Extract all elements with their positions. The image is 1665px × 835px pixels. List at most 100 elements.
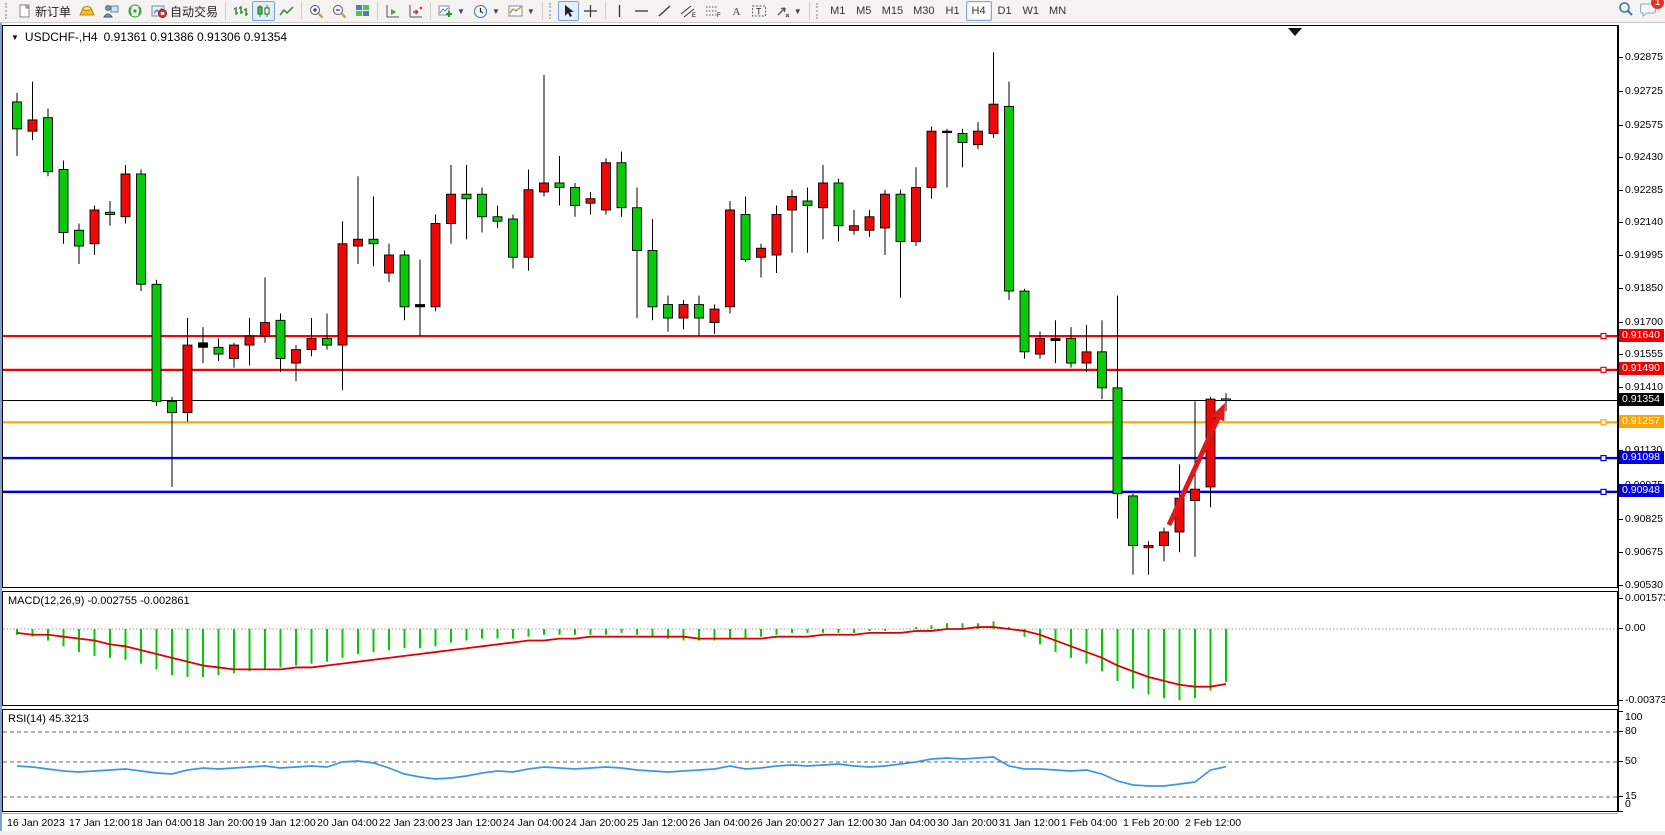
candlestick-chart-icon	[256, 4, 271, 18]
timeframe-d1-button[interactable]: D1	[992, 1, 1018, 21]
trendline-tool-button[interactable]	[653, 1, 676, 21]
axis-tick-label: 0.001573	[1625, 591, 1665, 604]
periods-button[interactable]: ▼	[469, 1, 504, 21]
price-axis[interactable]: 0.92875 0.92725 0.92575 0.92430 0.92285 0.921…	[1618, 23, 1665, 835]
time-axis-label: 25 Jan 12:00	[627, 817, 688, 829]
time-axis-label: 19 Jan 12:00	[255, 817, 316, 829]
rsi-pane[interactable]: RSI(14) 45.3213	[2, 709, 1618, 812]
timeframe-w1-button[interactable]: W1	[1018, 1, 1045, 21]
horizontal-line-tool-button[interactable]	[630, 1, 653, 21]
new-order-button[interactable]: 新订单	[14, 1, 75, 21]
price-level-label: 0.91640	[1619, 328, 1664, 342]
chart-shift-button[interactable]	[404, 1, 427, 21]
time-axis-label: 24 Jan 04:00	[503, 817, 564, 829]
bar-chart-button[interactable]	[229, 1, 252, 21]
price-level-label: 0.91490	[1619, 362, 1664, 376]
indicators-button[interactable]: ▼	[434, 1, 469, 21]
axis-tick-label: 50	[1625, 755, 1637, 767]
price-pane[interactable]: ▼ USDCHF-,H4 0.91361 0.91386 0.91306 0.9…	[2, 25, 1618, 588]
search-icon[interactable]	[1618, 1, 1634, 22]
price-level-label: 0.91257	[1619, 414, 1664, 428]
time-axis-label: 24 Jan 20:00	[565, 817, 626, 829]
candles-layer	[12, 52, 1231, 575]
toolbar-separator	[377, 2, 379, 20]
timeframe-m30-button[interactable]: M30	[908, 1, 939, 21]
axis-tick-label: 0.92725	[1625, 84, 1663, 97]
fibonacci-tool-button[interactable]: F	[701, 1, 726, 21]
toolbar-grip	[548, 3, 555, 19]
auto-scroll-button[interactable]	[381, 1, 404, 21]
dropdown-caret-icon: ▼	[457, 6, 465, 16]
rsi-canvas	[3, 731, 1617, 798]
svg-text:T: T	[756, 7, 762, 17]
svg-text:E: E	[692, 13, 696, 18]
zoom-in-icon	[309, 4, 324, 19]
autotrading-button[interactable]: 自动交易	[147, 1, 222, 21]
line-chart-icon	[279, 4, 294, 18]
timeframe-h1-button[interactable]: H1	[940, 1, 966, 21]
fibonacci-icon: F	[705, 4, 722, 18]
symbol-period-label: USDCHF-,H4	[24, 30, 98, 44]
trend-arrow-annotation	[1166, 403, 1225, 527]
macd-canvas	[3, 621, 1617, 701]
time-axis-label: 17 Jan 12:00	[69, 817, 130, 829]
zoom-out-icon	[332, 4, 347, 19]
rsi-title: RSI(14) 45.3213	[8, 713, 89, 725]
candlestick-chart-button[interactable]	[252, 1, 276, 21]
text-tool-button[interactable]: A	[726, 1, 747, 21]
channel-tool-button[interactable]: E	[676, 1, 701, 21]
time-axis-label: 2 Feb 12:00	[1185, 817, 1242, 829]
gold-ingot-button[interactable]	[75, 1, 99, 21]
axis-tick-label: 0.91995	[1625, 249, 1663, 262]
axis-tick-label: 0.90825	[1625, 512, 1663, 525]
axis-tick-label: 0.90675	[1625, 546, 1663, 559]
axis-tick-label: 0.92285	[1625, 183, 1663, 196]
time-axis[interactable]: 16 Jan 2023 17 Jan 12:00 18 Jan 04:00 18 Ja…	[2, 813, 1618, 832]
axis-tick-label: 0.91700	[1625, 315, 1663, 328]
time-axis-label: 27 Jan 12:00	[813, 817, 874, 829]
price-chart-canvas[interactable]	[3, 26, 1617, 587]
zoom-in-button[interactable]	[305, 1, 328, 21]
zoom-out-button[interactable]	[328, 1, 351, 21]
autotrading-label: 自动交易	[170, 4, 219, 19]
ohlc-values: 0.91361 0.91386 0.91306 0.91354	[103, 30, 288, 44]
timeframe-m15-button[interactable]: M15	[877, 1, 908, 21]
arrows-tool-button[interactable]: ▼	[771, 1, 806, 21]
time-axis-label: 23 Jan 12:00	[441, 817, 502, 829]
text-icon: A	[730, 4, 743, 18]
symbol-dropdown-icon[interactable]: ▼	[11, 32, 19, 42]
signal-button[interactable]	[123, 1, 147, 21]
text-label-tool-button[interactable]: T	[747, 1, 771, 21]
macd-pane[interactable]: MACD(12,26,9) -0.002755 -0.002861	[2, 591, 1618, 706]
signal-icon	[127, 4, 143, 18]
tile-windows-button[interactable]	[351, 1, 374, 21]
time-axis-label: 18 Jan 20:00	[193, 817, 254, 829]
toolbar-separator	[430, 2, 432, 20]
timeframe-m5-button[interactable]: M5	[851, 1, 877, 21]
crosshair-tool-button[interactable]	[579, 1, 602, 21]
timeframe-h4-button[interactable]: H4	[965, 1, 992, 21]
chat-button[interactable]: 1	[1640, 0, 1664, 22]
indicators-icon	[438, 4, 453, 18]
axis-tick-label: -0.003733	[1625, 693, 1665, 706]
toolbar-separator	[541, 2, 543, 20]
axis-tick-label: 0.90530	[1625, 579, 1663, 591]
terminal-button[interactable]	[99, 1, 123, 21]
cursor-tool-button[interactable]	[557, 1, 579, 21]
timeframe-m1-button[interactable]: M1	[825, 1, 851, 21]
chart-shift-marker	[1288, 28, 1302, 36]
dropdown-caret-icon: ▼	[491, 6, 500, 16]
vertical-line-icon	[613, 4, 626, 18]
chart-shift-icon	[408, 4, 423, 18]
axis-tick-label: 0.91555	[1625, 348, 1663, 361]
line-chart-button[interactable]	[275, 1, 298, 21]
templates-button[interactable]: ▼	[504, 1, 539, 21]
time-axis-label: 30 Jan 04:00	[875, 817, 936, 829]
rsi-line	[16, 756, 1227, 787]
vertical-line-tool-button[interactable]	[609, 1, 630, 21]
toolbar-grip	[815, 3, 822, 19]
timeframe-mn-button[interactable]: MN	[1044, 1, 1071, 21]
toolbar-separator	[225, 2, 227, 20]
chart-window: ▼ USDCHF-,H4 0.91361 0.91386 0.91306 0.9…	[0, 23, 1665, 835]
cursor-icon	[562, 4, 575, 18]
